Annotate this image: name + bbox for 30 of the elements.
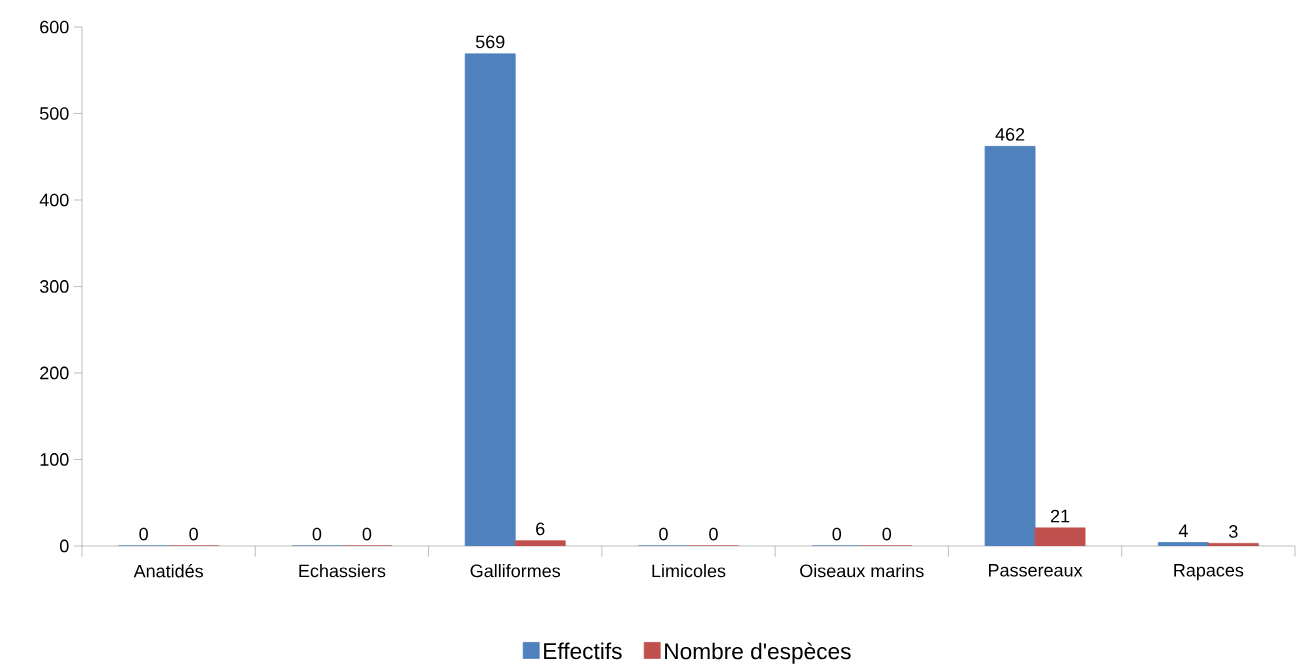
y-tick-label: 600 — [40, 20, 69, 34]
y-tick-label: 200 — [40, 366, 69, 380]
x-tick-label: Galliformes — [470, 563, 561, 578]
x-tick-label: Oiseaux marins — [800, 563, 924, 578]
data-label: 3 — [1229, 524, 1238, 538]
data-label: 4 — [1178, 524, 1188, 537]
y-tick-label: 0 — [60, 539, 69, 553]
data-label: 0 — [312, 527, 322, 541]
x-tick-label: Passereaux — [989, 563, 1083, 577]
data-label: 569 — [475, 35, 505, 48]
data-label: 21 — [1050, 509, 1070, 523]
data-label: 462 — [995, 127, 1025, 141]
y-tick-label: 400 — [39, 193, 69, 207]
x-tick-label: Echassiers — [299, 563, 386, 578]
data-label: 0 — [362, 527, 372, 541]
x-tick-label: Limicoles — [652, 563, 726, 578]
data-label: 0 — [659, 527, 668, 541]
x-tick-label: Rapaces — [1174, 563, 1244, 580]
data-label: 6 — [536, 522, 545, 535]
data-label: 0 — [882, 527, 892, 541]
data-label: 0 — [189, 527, 198, 541]
data-label: 0 — [139, 527, 148, 541]
data-label: 0 — [709, 527, 718, 541]
y-tick-label: 300 — [39, 279, 69, 293]
x-tick-label: Anatidés — [133, 563, 204, 578]
data-label: 0 — [832, 527, 842, 541]
legend-label: Effectifs — [544, 642, 622, 659]
y-tick-label: 500 — [39, 106, 69, 120]
legend-label: Nombre d'espèces — [665, 642, 851, 664]
y-tick-label: 100 — [40, 452, 69, 466]
